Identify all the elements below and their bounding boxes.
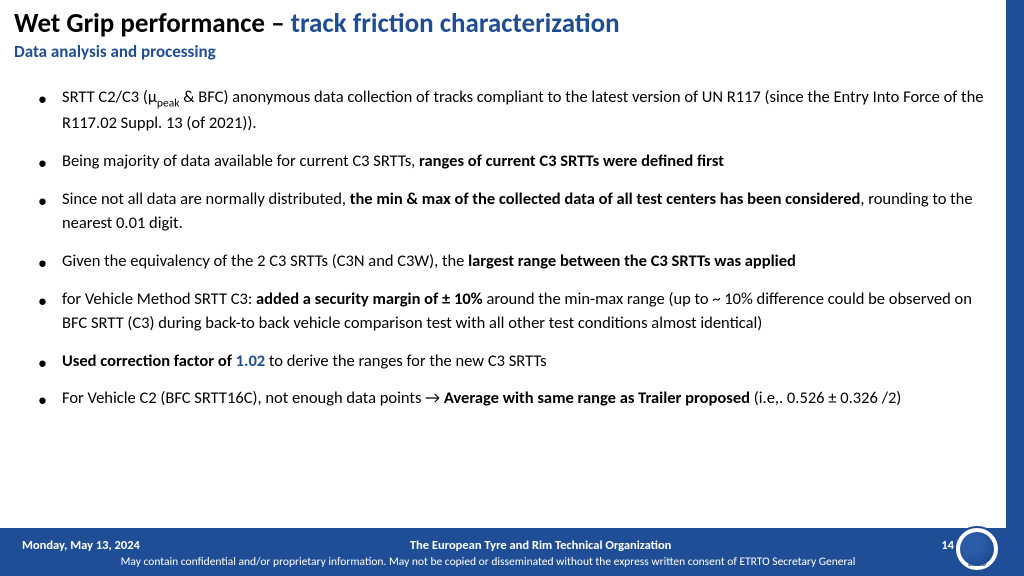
list-item: SRTT C2/C3 (μpeak & BFC) anonymous data … xyxy=(38,86,984,136)
slide-header: Wet Grip performance – track friction ch… xyxy=(0,0,1024,62)
title-plain: Wet Grip performance – xyxy=(14,7,291,40)
footer-page: 14 xyxy=(941,538,954,553)
slide-footer: Monday, May 13, 2024 The European Tyre a… xyxy=(0,528,1024,576)
bullet-list: SRTT C2/C3 (μpeak & BFC) anonymous data … xyxy=(38,86,984,411)
footer-date: Monday, May 13, 2024 xyxy=(22,538,140,553)
list-item: Since not all data are normally distribu… xyxy=(38,188,984,236)
list-item: Being majority of data available for cur… xyxy=(38,150,984,174)
title-accent: track friction characterization xyxy=(291,7,620,40)
footer-disclaimer: May contain confidential and/or propriet… xyxy=(22,555,954,569)
footer-org: The European Tyre and Rim Technical Orga… xyxy=(140,538,941,553)
footer-top: Monday, May 13, 2024 The European Tyre a… xyxy=(22,538,954,553)
logo-label: ETRTO xyxy=(956,559,998,568)
list-item: for Vehicle Method SRTT C3: added a secu… xyxy=(38,288,984,336)
list-item: For Vehicle C2 (BFC SRTT16C), not enough… xyxy=(38,387,984,411)
list-item: Used correction factor of 1.02 to derive… xyxy=(38,350,984,374)
etrto-logo: ETRTO xyxy=(954,526,1000,572)
side-stripe xyxy=(1006,0,1024,576)
slide-subtitle: Data analysis and processing xyxy=(14,41,994,62)
list-item: Given the equivalency of the 2 C3 SRTTs … xyxy=(38,250,984,274)
slide-body: SRTT C2/C3 (μpeak & BFC) anonymous data … xyxy=(0,62,1024,576)
slide-title: Wet Grip performance – track friction ch… xyxy=(14,8,994,39)
slide: Wet Grip performance – track friction ch… xyxy=(0,0,1024,576)
